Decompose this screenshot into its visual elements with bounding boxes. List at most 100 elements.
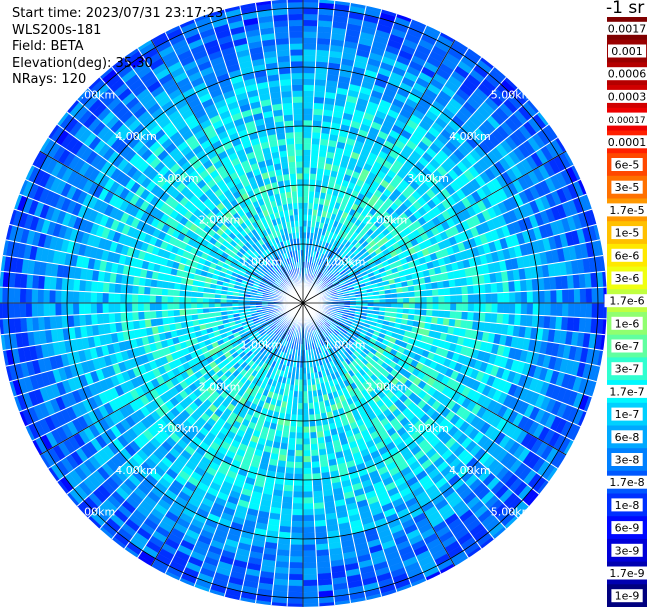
data-cell <box>313 90 326 98</box>
data-cell <box>102 313 110 325</box>
data-cell <box>310 155 319 163</box>
data-cell <box>585 302 593 319</box>
data-cell <box>525 314 533 328</box>
data-cell <box>143 302 150 312</box>
data-cell <box>437 288 445 297</box>
data-cell <box>302 444 311 451</box>
data-cell <box>96 281 104 293</box>
data-cell <box>520 291 528 304</box>
data-cell <box>309 167 318 175</box>
data-cell <box>508 280 516 293</box>
data-cell <box>491 302 498 314</box>
data-cell <box>55 302 62 317</box>
data-cell <box>202 302 209 309</box>
data-cell <box>597 287 605 304</box>
data-cell <box>73 278 81 292</box>
data-cell <box>43 275 51 290</box>
data-cell <box>302 208 309 215</box>
data-cell <box>302 55 317 62</box>
data-cell <box>479 302 487 313</box>
data-cell <box>66 302 74 316</box>
data-cell <box>502 313 510 325</box>
data-cell <box>167 309 175 318</box>
data-cell <box>302 391 309 398</box>
data-cell <box>292 503 304 510</box>
data-cell <box>208 297 215 304</box>
data-cell <box>455 310 463 320</box>
data-cell <box>567 288 575 304</box>
data-cell <box>302 426 310 433</box>
data-cell <box>573 302 581 318</box>
data-cell <box>155 302 162 311</box>
data-cell <box>292 497 304 504</box>
data-cell <box>555 316 563 331</box>
data-cell <box>479 293 487 304</box>
data-cell <box>318 0 336 4</box>
data-cell <box>503 292 510 304</box>
data-cell <box>90 291 97 304</box>
data-cell <box>161 288 169 297</box>
data-cell <box>456 294 463 304</box>
data-cell <box>496 281 504 293</box>
data-cell <box>167 295 174 304</box>
data-cell <box>484 312 492 323</box>
data-cell <box>143 286 151 296</box>
data-cell <box>310 143 320 151</box>
data-cell <box>302 37 318 44</box>
data-cell <box>302 420 310 428</box>
data-cell <box>391 297 398 304</box>
data-cell <box>302 72 316 80</box>
data-cell <box>496 313 504 325</box>
data-cell <box>309 431 318 439</box>
data-cell <box>155 310 163 319</box>
data-cell <box>431 288 439 297</box>
data-cell <box>302 167 311 174</box>
data-cell <box>90 302 97 315</box>
data-cell <box>60 302 68 316</box>
data-cell <box>311 467 322 475</box>
data-cell <box>297 403 304 410</box>
data-cell <box>313 496 325 504</box>
data-cell <box>279 519 292 528</box>
data-cell <box>131 293 139 304</box>
data-cell <box>281 496 293 504</box>
data-cell <box>437 309 445 318</box>
data-cell <box>178 296 186 304</box>
data-cell <box>284 467 295 475</box>
data-cell <box>310 149 320 157</box>
data-cell <box>438 295 445 304</box>
data-cell <box>137 294 145 304</box>
data-cell <box>286 603 304 607</box>
data-cell <box>302 526 316 534</box>
data-cell <box>426 309 433 317</box>
data-cell <box>414 302 422 310</box>
data-cell <box>502 281 510 293</box>
data-cell <box>296 408 304 416</box>
data-cell <box>302 125 313 133</box>
data-cell <box>43 316 51 331</box>
data-cell <box>173 302 180 310</box>
data-cell <box>311 131 322 139</box>
data-cell <box>302 25 318 33</box>
data-cell <box>397 302 404 309</box>
data-cell <box>108 312 116 324</box>
data-cell <box>485 292 492 304</box>
data-cell <box>313 514 326 522</box>
data-cell <box>190 296 198 304</box>
data-cell <box>288 562 304 569</box>
data-cell <box>567 302 575 318</box>
data-cell <box>78 302 86 315</box>
data-cell <box>293 473 304 481</box>
data-cell <box>450 294 457 304</box>
data-cell <box>302 43 317 50</box>
data-cell <box>302 591 319 599</box>
data-cell <box>312 484 323 492</box>
data-cell <box>161 309 169 318</box>
data-cell <box>538 302 546 316</box>
data-cell <box>137 311 145 321</box>
data-cell <box>294 461 304 469</box>
data-cell <box>184 296 192 304</box>
data-cell <box>78 314 87 327</box>
data-cell <box>467 293 475 304</box>
data-cell <box>443 287 451 296</box>
